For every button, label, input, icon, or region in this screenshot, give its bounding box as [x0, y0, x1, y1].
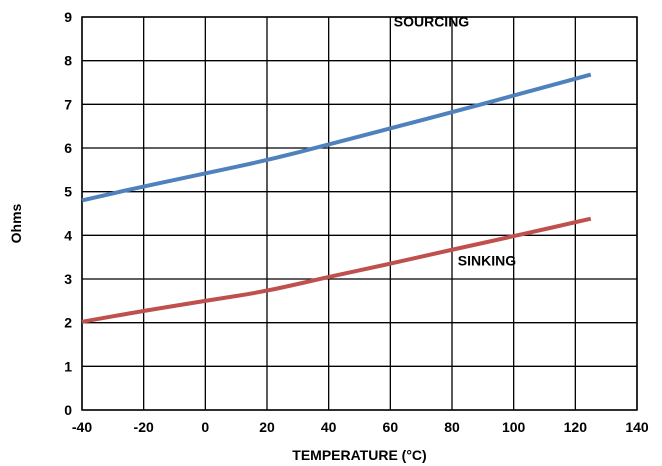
- grid: [81, 16, 638, 411]
- y-tick-label: 5: [64, 184, 72, 200]
- y-tick-label: 8: [64, 53, 72, 69]
- x-tick-label: 100: [502, 419, 526, 435]
- x-tick-label: 40: [321, 419, 337, 435]
- y-tick-label: 4: [64, 227, 72, 243]
- x-tick-label: 80: [444, 419, 460, 435]
- y-tick-label: 0: [64, 402, 72, 418]
- series-line-sinking: [81, 216, 592, 324]
- x-axis-ticks: -40 -20 0 20 40 60 80 100 120 140: [72, 419, 649, 435]
- y-tick-label: 9: [64, 9, 72, 25]
- series-labels: SOURCING SINKING: [394, 14, 516, 269]
- y-tick-label: 2: [64, 315, 72, 331]
- plot-frame: [81, 16, 638, 411]
- x-tick-label: 140: [625, 419, 649, 435]
- y-tick-label: 3: [64, 271, 72, 287]
- y-tick-label: 1: [64, 358, 72, 374]
- y-axis-title: Ohms: [8, 203, 24, 243]
- series-line-sourcing: [81, 72, 592, 203]
- x-tick-label: 120: [564, 419, 588, 435]
- y-axis-ticks: 0 1 2 3 4 5 6 7 8 9: [64, 9, 72, 418]
- y-tick-label: 6: [64, 140, 72, 156]
- y-tick-label: 7: [64, 96, 72, 112]
- x-tick-label: -40: [72, 419, 92, 435]
- x-axis-title: TEMPERATURE (°C): [292, 447, 426, 463]
- series-label-sourcing: SOURCING: [394, 14, 470, 30]
- x-tick-label: 0: [201, 419, 209, 435]
- x-tick-label: 20: [259, 419, 275, 435]
- series-group: [81, 72, 592, 324]
- x-tick-label: -20: [134, 419, 154, 435]
- x-tick-label: 60: [383, 419, 399, 435]
- series-label-sinking: SINKING: [458, 253, 516, 269]
